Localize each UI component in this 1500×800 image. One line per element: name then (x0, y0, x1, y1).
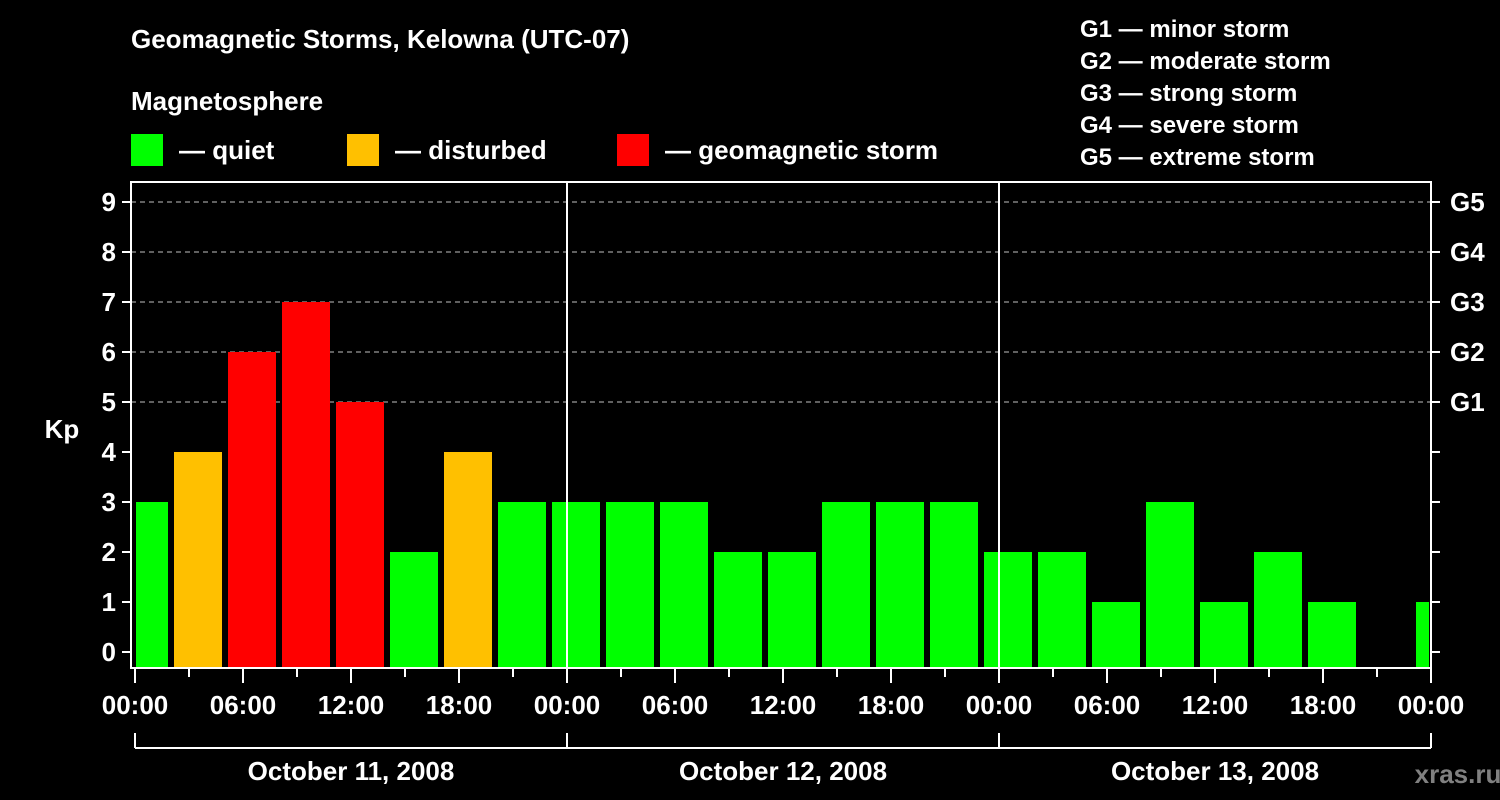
x-tick-label: 12:00 (750, 690, 817, 720)
watermark: xras.ru (1415, 759, 1500, 789)
kp-bar (768, 552, 816, 667)
y-tick-label: 2 (102, 537, 116, 567)
y-tick-label: 8 (102, 237, 116, 267)
day-label: October 11, 2008 (248, 756, 455, 786)
y-tick-label: 1 (102, 587, 116, 617)
x-tick-label: 00:00 (1398, 690, 1465, 720)
kp-bar (336, 402, 384, 667)
y-tick-label: 9 (102, 187, 116, 217)
kp-bar (930, 502, 978, 667)
kp-bar (498, 502, 546, 667)
chart-title: Geomagnetic Storms, Kelowna (UTC-07) (131, 24, 630, 54)
kp-bar (1416, 602, 1429, 667)
legend-storm: — geomagnetic storm (617, 134, 938, 166)
y-tick-label: 5 (102, 387, 116, 417)
g-level-label: G2 (1450, 337, 1485, 367)
g5-label: G5 — extreme storm (1080, 144, 1315, 171)
kp-bar (1092, 602, 1140, 667)
g-scale-legend: G1 — minor storm G2 — moderate storm G3 … (1080, 14, 1331, 174)
day-label: October 13, 2008 (1111, 756, 1319, 786)
axes: 0 1 2 3 4 5 6 7 8 9 G1 G2 G3 G4 G5 00:00 06:00 12:00 18:00… (102, 181, 1485, 786)
y-tick-label: 0 (102, 637, 116, 667)
x-tick-label: 18:00 (426, 690, 493, 720)
x-tick-label: 12:00 (318, 690, 385, 720)
g-level-label: G4 (1450, 237, 1485, 267)
kp-bar (1254, 552, 1302, 667)
kp-bar (552, 502, 600, 667)
x-tick-label: 12:00 (1182, 690, 1249, 720)
day-label: October 12, 2008 (679, 756, 887, 786)
g-level-label: G5 (1450, 187, 1485, 217)
y-axis-label: Kp (45, 414, 80, 444)
disturbed-swatch (347, 134, 379, 166)
y-tick-label: 4 (102, 437, 117, 467)
y-tick-label: 3 (102, 487, 116, 517)
legend-disturbed-label: — disturbed (395, 134, 547, 165)
x-tick-label: 06:00 (1074, 690, 1141, 720)
bars (136, 302, 1429, 667)
x-tick-label: 18:00 (1290, 690, 1357, 720)
x-tick-label: 00:00 (102, 690, 169, 720)
kp-bar (390, 552, 438, 667)
legend-subtitle: Magnetosphere (131, 86, 324, 116)
x-tick-label: 06:00 (210, 690, 277, 720)
kp-bar (1146, 502, 1194, 667)
kp-bar (1038, 552, 1086, 667)
y-tick-label: 6 (102, 337, 116, 367)
kp-bar (660, 502, 708, 667)
g2-label: G2 — moderate storm (1080, 48, 1331, 75)
g3-label: G3 — strong storm (1080, 80, 1298, 107)
kp-bar (1308, 602, 1356, 667)
g1-label: G1 — minor storm (1080, 16, 1290, 43)
kp-bar (606, 502, 654, 667)
legend-disturbed: — disturbed (347, 134, 547, 166)
kp-bar (174, 452, 222, 667)
x-tick-label: 00:00 (534, 690, 601, 720)
x-tick-label: 06:00 (642, 690, 709, 720)
storm-swatch (617, 134, 649, 166)
x-tick-label: 18:00 (858, 690, 925, 720)
y-tick-label: 7 (102, 287, 116, 317)
g-level-label: G1 (1450, 387, 1485, 417)
kp-bar (876, 502, 924, 667)
x-tick-label: 00:00 (966, 690, 1033, 720)
legend-storm-label: — geomagnetic storm (665, 134, 939, 165)
kp-bar (822, 502, 870, 667)
kp-bar (136, 502, 168, 667)
g-level-label: G3 (1450, 287, 1485, 317)
kp-bar (282, 302, 330, 667)
kp-bar (444, 452, 492, 667)
kp-bar (228, 352, 276, 667)
legend-quiet-label: — quiet (179, 134, 275, 165)
g4-label: G4 — severe storm (1080, 112, 1299, 139)
kp-bar (1200, 602, 1248, 667)
quiet-swatch (131, 134, 163, 166)
legend-quiet: — quiet (131, 134, 274, 166)
kp-bar (984, 552, 1032, 667)
kp-bar (714, 552, 762, 667)
